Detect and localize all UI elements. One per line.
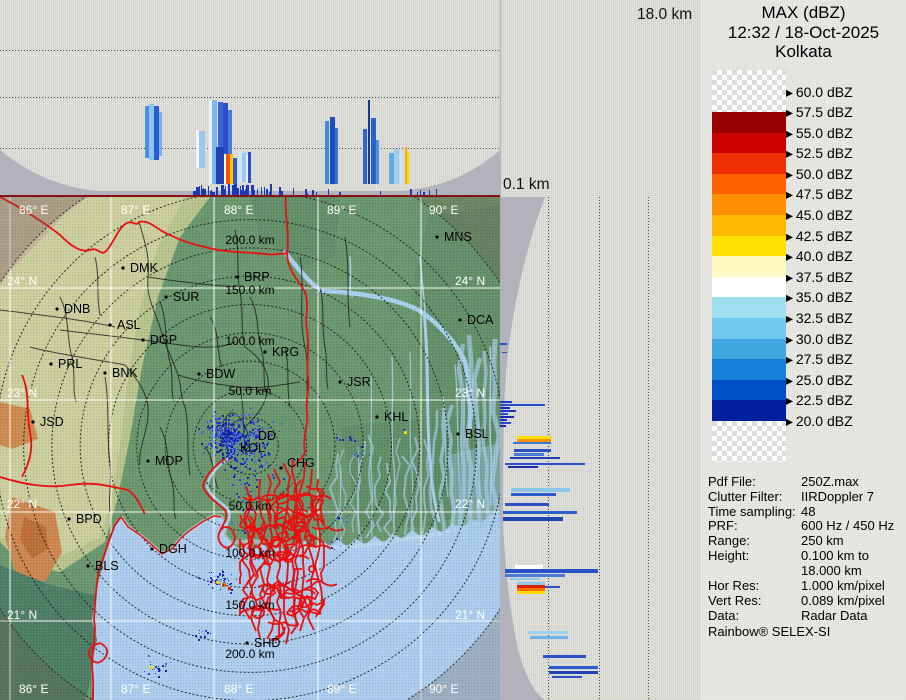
svg-text:150.0 km: 150.0 km (225, 598, 274, 612)
svg-text:50.0 km: 50.0 km (229, 499, 272, 513)
svg-text:150.0 km: 150.0 km (225, 283, 274, 297)
svg-text:SHD: SHD (254, 636, 280, 650)
svg-text:DD: DD (258, 429, 276, 443)
svg-text:BRP: BRP (244, 270, 270, 284)
svg-text:BPD: BPD (76, 512, 102, 526)
svg-text:21° N: 21° N (455, 608, 485, 622)
svg-text:KOL: KOL (240, 441, 265, 455)
svg-text:MNS: MNS (444, 230, 472, 244)
svg-text:KHL: KHL (384, 410, 408, 424)
svg-text:SUR: SUR (173, 290, 199, 304)
svg-text:50.0 km: 50.0 km (229, 384, 272, 398)
svg-text:22° N: 22° N (7, 497, 37, 511)
svg-text:21° N: 21° N (7, 608, 37, 622)
svg-text:CHG: CHG (287, 456, 315, 470)
svg-text:DNB: DNB (64, 302, 90, 316)
svg-text:DMK: DMK (130, 261, 158, 275)
svg-text:22° N: 22° N (455, 497, 485, 511)
svg-text:DGH: DGH (159, 542, 187, 556)
svg-text:100.0 km: 100.0 km (225, 334, 274, 348)
svg-text:90° E: 90° E (429, 682, 458, 696)
svg-text:23° N: 23° N (7, 386, 37, 400)
svg-text:86° E: 86° E (19, 682, 48, 696)
svg-text:23° N: 23° N (455, 386, 485, 400)
svg-text:88° E: 88° E (224, 203, 253, 217)
svg-text:BSL: BSL (465, 427, 489, 441)
svg-text:DGP: DGP (150, 333, 177, 347)
svg-text:86° E: 86° E (19, 203, 48, 217)
svg-text:DCA: DCA (467, 313, 494, 327)
svg-text:89° E: 89° E (327, 203, 356, 217)
svg-text:BNK: BNK (112, 366, 138, 380)
svg-text:100.0 km: 100.0 km (225, 546, 274, 560)
svg-text:MDP: MDP (155, 454, 183, 468)
svg-text:BLS: BLS (95, 559, 119, 573)
svg-text:200.0 km: 200.0 km (225, 233, 274, 247)
svg-text:90° E: 90° E (429, 203, 458, 217)
svg-text:200.0 km: 200.0 km (225, 647, 274, 661)
svg-text:87° E: 87° E (121, 203, 150, 217)
svg-text:ASL: ASL (117, 318, 141, 332)
svg-text:JSD: JSD (40, 415, 64, 429)
svg-text:PRL: PRL (58, 357, 82, 371)
svg-text:KRG: KRG (272, 345, 299, 359)
svg-text:BDW: BDW (206, 367, 235, 381)
svg-text:24° N: 24° N (7, 274, 37, 288)
svg-text:87° E: 87° E (121, 682, 150, 696)
svg-text:JSR: JSR (347, 375, 371, 389)
svg-text:89° E: 89° E (327, 682, 356, 696)
svg-text:24° N: 24° N (455, 274, 485, 288)
svg-text:88° E: 88° E (224, 682, 253, 696)
